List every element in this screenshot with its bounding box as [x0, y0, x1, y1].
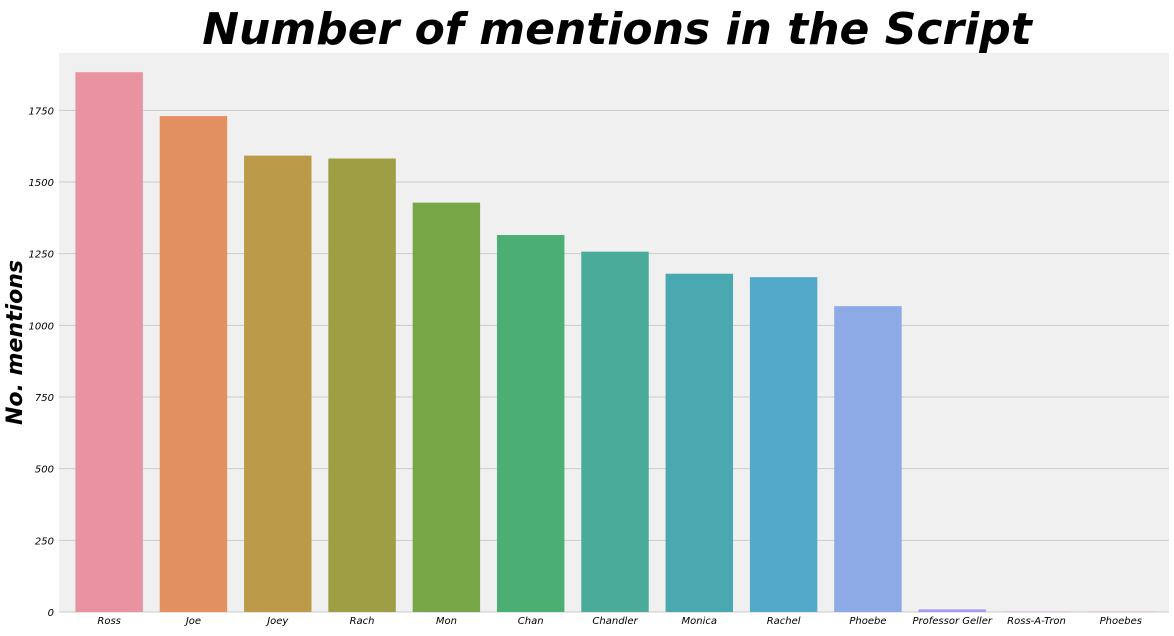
bar-ross [75, 72, 142, 612]
x-tick-label: Mon [436, 616, 457, 627]
y-tick-label: 1500 [29, 178, 54, 189]
bar-rach [328, 158, 395, 612]
x-tick-label: Chan [518, 616, 544, 627]
bar-joey [244, 156, 311, 612]
x-tick-label: Rachel [767, 616, 801, 627]
y-tick-label: 250 [35, 536, 54, 547]
x-tick-label: Joe [184, 616, 201, 627]
x-tick-label: Chandler [592, 616, 638, 627]
bar-mon [413, 203, 480, 612]
bar-chandler [581, 252, 648, 612]
x-tick-labels: Ross Joe Joey Rach Mon Chan Chandler Monica Rach… [97, 616, 1142, 627]
bar-rachel [750, 277, 817, 612]
y-tick-label: 500 [35, 465, 54, 476]
x-tick-label: Phoebes [1100, 616, 1142, 627]
x-tick-label: Professor Geller [912, 616, 992, 627]
x-tick-label: Ross [97, 616, 121, 627]
bar-monica [666, 274, 733, 612]
y-tick-label: 1000 [29, 321, 54, 332]
x-tick-label: Monica [682, 616, 718, 627]
y-tick-labels: 0 250 500 750 1000 1250 1500 1750 [29, 106, 54, 619]
bar-chan [497, 235, 564, 612]
chart-title: Number of mentions in the Script [202, 4, 1034, 55]
y-tick-label: 750 [35, 393, 54, 404]
y-tick-label: 1750 [29, 106, 54, 117]
x-tick-label: Phoebe [849, 616, 886, 627]
bar-professor-geller [919, 609, 986, 612]
bar-joe [160, 116, 227, 612]
x-tick-label: Rach [350, 616, 375, 627]
bar-phoebe [834, 306, 901, 612]
y-tick-label: 0 [48, 608, 54, 619]
x-tick-label: Joey [265, 616, 289, 627]
y-tick-label: 1250 [29, 250, 54, 261]
x-tick-label: Ross-A-Tron [1007, 616, 1066, 627]
y-axis-label: No. mentions [3, 260, 28, 425]
